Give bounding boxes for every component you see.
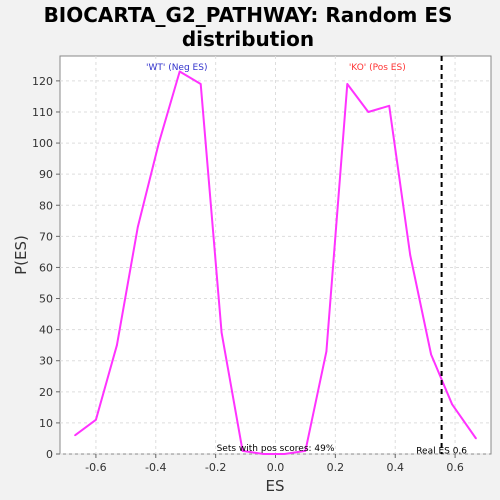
y-tick-label: 70	[39, 230, 53, 243]
data-point	[409, 254, 411, 256]
y-tick-label: 90	[39, 168, 53, 181]
pos-es-label: 'KO' (Pos ES)	[349, 63, 406, 73]
x-tick-label: -0.4	[145, 461, 166, 474]
data-point	[199, 83, 202, 85]
data-point	[367, 111, 370, 113]
data-point	[388, 104, 391, 107]
data-point	[220, 331, 223, 334]
y-tick-label: 110	[32, 106, 53, 119]
y-tick-label: 10	[39, 417, 53, 430]
data-point	[346, 83, 349, 85]
y-tick-label: 60	[39, 261, 53, 274]
series-layer	[74, 70, 477, 455]
series-line	[74, 70, 477, 455]
x-axis-label: ES	[266, 477, 285, 495]
neg-es-label: 'WT' (Neg ES)	[146, 63, 207, 73]
data-point	[262, 453, 265, 455]
data-point	[325, 350, 328, 353]
x-tick-label: 0.2	[327, 461, 345, 474]
data-point	[451, 403, 453, 406]
data-point	[241, 450, 244, 452]
annotation-layer: 'WT' (Neg ES) 'KO' (Pos ES) Sets with pos …	[146, 56, 467, 457]
real-es-label: Real ES 0.6	[416, 447, 467, 457]
y-tick-label: 0	[46, 448, 53, 461]
axis-layer: 0 10 20 30 40 50 60 70 80 90 100 110 120 -0.6 -0.4 -0.2…	[32, 75, 464, 474]
x-tick-label: -0.2	[205, 461, 226, 474]
data-point	[116, 344, 118, 346]
y-tick-label: 100	[32, 137, 53, 150]
data-point	[95, 418, 97, 421]
data-point	[475, 437, 477, 440]
data-point	[430, 353, 432, 356]
data-point	[304, 450, 307, 452]
x-tick-label: 0.0	[267, 461, 285, 474]
y-tick-label: 20	[39, 386, 53, 399]
y-axis-label: P(ES)	[12, 235, 30, 275]
grid-layer	[60, 56, 491, 455]
chart-title-line-1: BIOCARTA_G2_PATHWAY: Random ES	[44, 3, 453, 27]
data-point	[157, 142, 160, 144]
x-tick-label: -0.6	[85, 461, 106, 474]
pos-scores-label: Sets with pos scores: 49%	[217, 444, 335, 454]
y-tick-label: 40	[39, 324, 53, 337]
y-tick-label: 30	[39, 355, 53, 368]
y-tick-label: 80	[39, 199, 53, 212]
y-tick-label: 50	[39, 293, 53, 306]
chart-title-line-2: distribution	[182, 27, 314, 51]
data-point	[283, 453, 286, 455]
x-tick-label: 0.4	[386, 461, 404, 474]
data-point	[74, 434, 76, 437]
y-tick-label: 120	[32, 75, 53, 88]
data-point	[178, 70, 181, 73]
data-point	[137, 226, 139, 228]
x-tick-label: 0.6	[446, 461, 464, 474]
